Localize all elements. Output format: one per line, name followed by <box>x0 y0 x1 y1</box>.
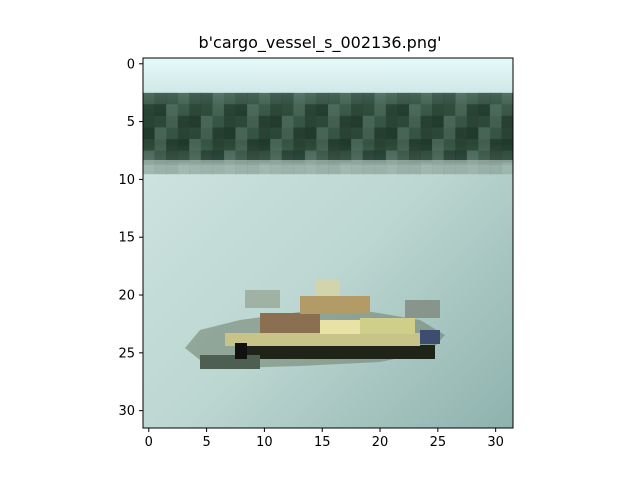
image-pixels <box>143 58 513 428</box>
x-axis: 0 5 10 15 20 25 30 <box>145 428 504 450</box>
x-tick-label: 0 <box>145 435 153 450</box>
figure-title: b'cargo_vessel_s_002136.png' <box>198 33 442 52</box>
y-tick-label: 30 <box>118 404 135 419</box>
y-tick-label: 0 <box>127 57 135 72</box>
y-tick-label: 20 <box>118 289 135 304</box>
y-tick-label: 15 <box>118 231 135 246</box>
x-tick-label: 15 <box>314 435 331 450</box>
plot-frame <box>142 57 514 429</box>
x-tick-label: 20 <box>372 435 389 450</box>
y-axis: 0 5 10 15 20 25 30 <box>118 57 143 419</box>
x-tick-label: 25 <box>430 435 447 450</box>
y-tick-label: 25 <box>118 346 135 361</box>
x-tick-label: 10 <box>256 435 273 450</box>
x-tick-label: 5 <box>202 435 210 450</box>
y-tick-label: 10 <box>118 173 135 188</box>
ship-silhouette <box>185 280 445 369</box>
y-tick-label: 5 <box>127 115 135 130</box>
x-tick-label: 30 <box>487 435 504 450</box>
